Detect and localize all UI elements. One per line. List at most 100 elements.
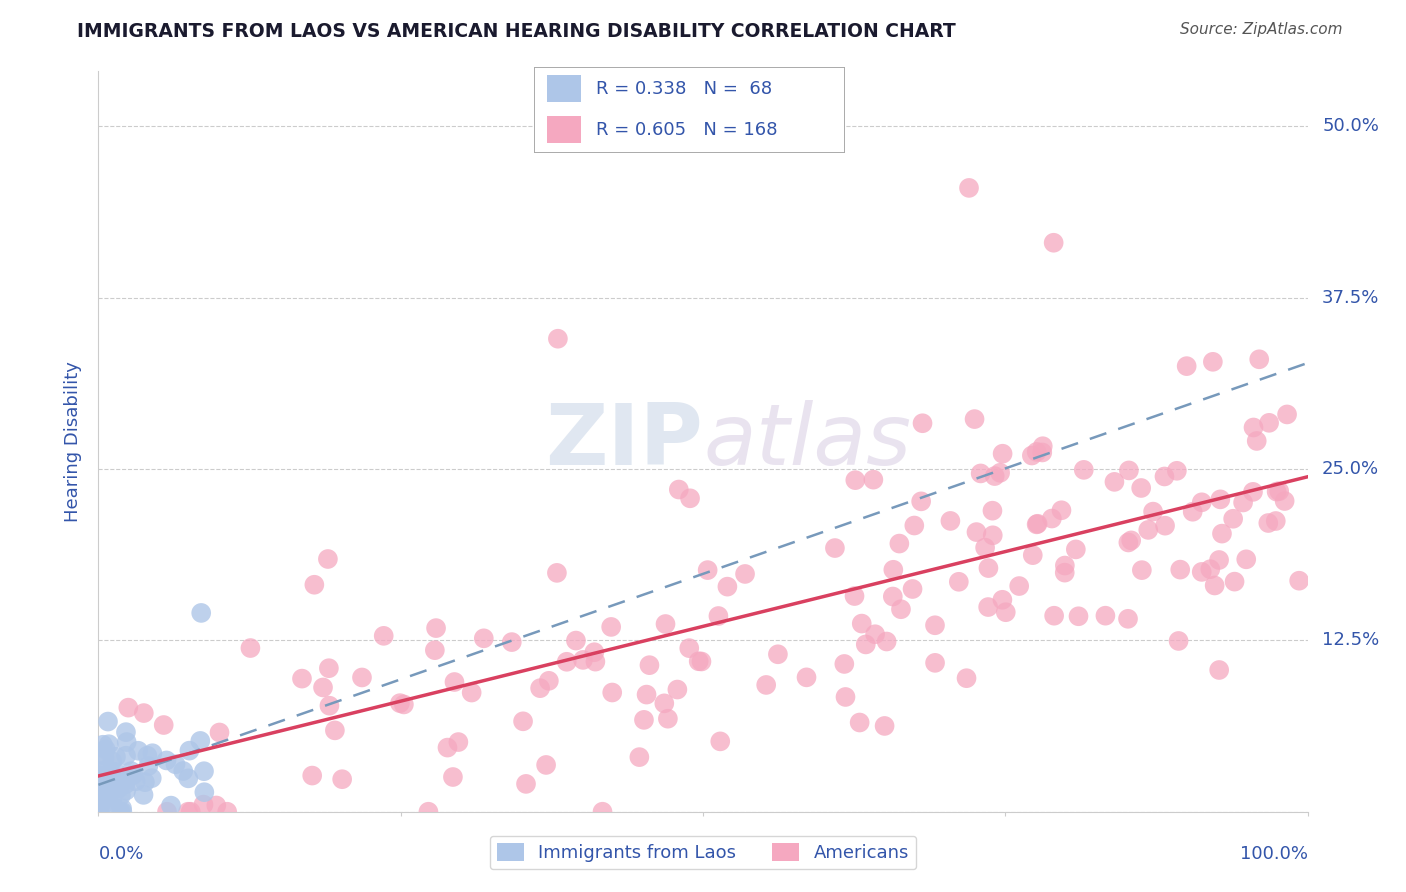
Point bbox=[160, 798, 183, 813]
Point bbox=[132, 788, 155, 802]
Point bbox=[193, 764, 215, 779]
Point bbox=[668, 483, 690, 497]
Point bbox=[89, 787, 111, 801]
Point bbox=[350, 670, 373, 684]
Point bbox=[132, 706, 155, 720]
Point bbox=[1021, 449, 1043, 463]
Point bbox=[1053, 558, 1076, 573]
Point bbox=[657, 712, 679, 726]
Point bbox=[141, 746, 163, 760]
Point bbox=[1288, 574, 1310, 588]
Point bbox=[890, 602, 912, 616]
Point bbox=[111, 801, 134, 815]
Point bbox=[115, 783, 138, 797]
Point bbox=[105, 772, 128, 786]
Point bbox=[1116, 612, 1139, 626]
Text: Source: ZipAtlas.com: Source: ZipAtlas.com bbox=[1180, 22, 1343, 37]
Point bbox=[87, 805, 110, 819]
Point bbox=[165, 757, 187, 772]
Point bbox=[373, 629, 395, 643]
Text: 100.0%: 100.0% bbox=[1240, 845, 1308, 863]
Point bbox=[90, 764, 112, 778]
Point bbox=[1050, 503, 1073, 517]
Point bbox=[848, 715, 870, 730]
Point bbox=[855, 637, 877, 651]
Point bbox=[141, 771, 163, 785]
Point bbox=[734, 566, 756, 581]
Point bbox=[190, 606, 212, 620]
Point bbox=[89, 805, 111, 819]
Point bbox=[1265, 484, 1288, 499]
Point bbox=[301, 768, 323, 782]
Point bbox=[1142, 505, 1164, 519]
Point bbox=[291, 672, 314, 686]
Point bbox=[707, 609, 730, 624]
Point bbox=[924, 618, 946, 632]
Point bbox=[441, 770, 464, 784]
Point bbox=[654, 617, 676, 632]
Point bbox=[969, 467, 991, 481]
Point bbox=[115, 748, 138, 763]
Point bbox=[96, 768, 118, 782]
Point bbox=[983, 469, 1005, 483]
Point bbox=[1199, 562, 1222, 576]
Point bbox=[101, 791, 124, 805]
Point bbox=[991, 447, 1014, 461]
Point bbox=[638, 658, 661, 673]
Point bbox=[1208, 663, 1230, 677]
Point bbox=[330, 772, 353, 787]
Point bbox=[988, 466, 1011, 480]
Point bbox=[472, 632, 495, 646]
Point bbox=[903, 518, 925, 533]
Point bbox=[991, 592, 1014, 607]
Point bbox=[108, 781, 131, 796]
Point bbox=[418, 805, 440, 819]
Point bbox=[115, 772, 138, 787]
Point bbox=[110, 789, 132, 803]
Point bbox=[844, 473, 866, 487]
Point bbox=[1208, 553, 1230, 567]
Point bbox=[696, 563, 718, 577]
Point bbox=[114, 777, 136, 791]
Point bbox=[633, 713, 655, 727]
Point bbox=[98, 775, 121, 789]
Point bbox=[111, 805, 134, 819]
Point bbox=[1204, 578, 1226, 592]
Point bbox=[239, 641, 262, 656]
Point bbox=[110, 779, 132, 793]
Point bbox=[529, 681, 551, 695]
Point bbox=[1258, 416, 1281, 430]
Text: R = 0.605   N = 168: R = 0.605 N = 168 bbox=[596, 120, 778, 138]
Point bbox=[89, 797, 111, 811]
Point bbox=[955, 671, 977, 685]
Point bbox=[977, 600, 1000, 615]
Point bbox=[208, 725, 231, 739]
Legend: Immigrants from Laos, Americans: Immigrants from Laos, Americans bbox=[489, 836, 917, 870]
Point bbox=[179, 744, 201, 758]
Point bbox=[512, 714, 534, 729]
Point bbox=[101, 754, 124, 768]
Point bbox=[98, 766, 121, 780]
Point bbox=[425, 621, 447, 635]
Point bbox=[592, 805, 614, 819]
Point bbox=[688, 654, 710, 668]
Point bbox=[177, 805, 200, 819]
Point bbox=[876, 634, 898, 648]
Point bbox=[97, 776, 120, 790]
Point bbox=[834, 690, 856, 704]
Point bbox=[1175, 359, 1198, 373]
Point bbox=[965, 525, 987, 540]
Point bbox=[600, 620, 623, 634]
Point bbox=[546, 566, 568, 580]
Point bbox=[1064, 542, 1087, 557]
Point bbox=[844, 589, 866, 603]
Point bbox=[994, 605, 1017, 619]
Point bbox=[193, 785, 215, 799]
Point bbox=[138, 759, 160, 773]
Point bbox=[911, 416, 934, 430]
Point bbox=[98, 788, 121, 802]
Point bbox=[889, 536, 911, 550]
Point bbox=[104, 764, 127, 779]
Point bbox=[97, 805, 120, 819]
Point bbox=[910, 494, 932, 508]
